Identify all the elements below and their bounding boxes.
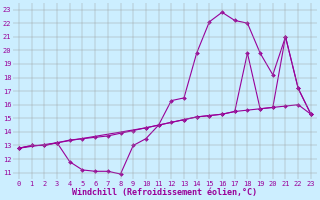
X-axis label: Windchill (Refroidissement éolien,°C): Windchill (Refroidissement éolien,°C) <box>72 188 258 197</box>
